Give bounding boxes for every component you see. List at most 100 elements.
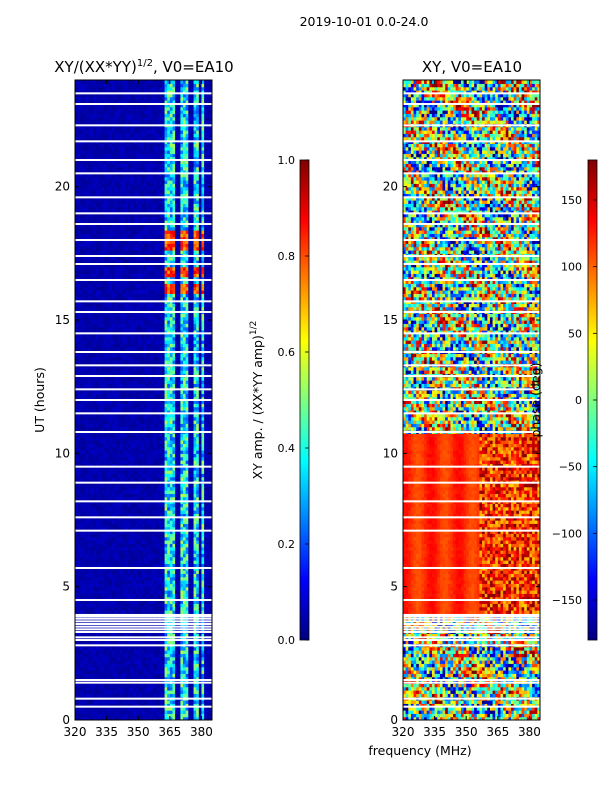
heatmap-cell <box>204 466 208 471</box>
heatmap-cell <box>130 600 134 604</box>
heatmap-cell <box>77 443 81 448</box>
heatmap-cell <box>185 453 189 458</box>
heatmap-cell <box>190 470 195 474</box>
heatmap-cell <box>190 590 195 594</box>
heatmap-cell <box>175 530 179 534</box>
heatmap-cell <box>169 633 174 638</box>
heatmap-cell <box>88 636 92 641</box>
heatmap-cell <box>198 636 203 641</box>
heatmap-cell <box>206 506 210 511</box>
heatmap-cell <box>127 596 131 601</box>
heatmap-cell <box>132 706 137 711</box>
heatmap-cell <box>209 420 212 424</box>
heatmap-cell <box>193 503 197 508</box>
heatmap-cell <box>98 600 102 604</box>
heatmap-cell <box>167 440 171 444</box>
heatmap-cell <box>75 416 79 421</box>
heatmap-cell <box>185 436 189 441</box>
heatmap-cell <box>75 420 79 424</box>
heatmap-cell <box>146 583 150 588</box>
heatmap-cell <box>114 450 118 454</box>
heatmap-cell <box>164 690 168 694</box>
heatmap-cell <box>82 490 87 494</box>
heatmap-cell <box>193 653 197 658</box>
heatmap-cell <box>196 466 200 471</box>
heatmap-cell <box>180 670 184 674</box>
heatmap-cell <box>161 670 166 674</box>
heatmap-cell <box>143 683 147 688</box>
heatmap-cell <box>146 406 150 411</box>
heatmap-cell <box>138 433 142 438</box>
heatmap-cell <box>98 470 102 474</box>
heatmap-cell <box>180 530 184 534</box>
heatmap-cell <box>167 613 171 618</box>
heatmap-cell <box>80 473 84 478</box>
heatmap-cell <box>159 686 163 691</box>
heatmap-cell <box>206 613 210 618</box>
heatmap-cell <box>111 710 116 714</box>
heatmap-cell <box>117 466 121 471</box>
heatmap-cell <box>132 610 137 614</box>
heatmap-cell <box>169 513 174 518</box>
heatmap-cell <box>143 576 147 581</box>
heatmap-cell <box>209 693 212 698</box>
heatmap-cell <box>90 503 95 508</box>
heatmap-cell <box>122 606 126 611</box>
heatmap-cell <box>177 523 181 528</box>
heatmap-cell <box>93 533 97 538</box>
heatmap-cell <box>125 533 129 538</box>
heatmap-cell <box>88 590 92 594</box>
heatmap-cell <box>188 613 192 618</box>
heatmap-cell <box>164 483 168 488</box>
heatmap-cell <box>156 533 160 538</box>
heatmap-cell <box>148 513 153 518</box>
heatmap-cell <box>154 610 158 614</box>
heatmap-cell <box>167 553 171 558</box>
heatmap-cell <box>114 663 118 668</box>
heatmap-cell <box>196 600 200 604</box>
heatmap-cell <box>140 700 145 704</box>
heatmap-cell <box>90 413 95 418</box>
heatmap-cell <box>175 613 179 618</box>
heatmap-cell <box>135 676 139 681</box>
heatmap-cell <box>101 443 105 448</box>
heatmap-cell <box>167 670 171 674</box>
heatmap-cell <box>193 610 197 614</box>
heatmap-cell <box>177 586 181 591</box>
heatmap-cell <box>82 660 87 664</box>
heatmap-cell <box>96 593 100 598</box>
heatmap-cell <box>177 573 181 578</box>
heatmap-cell <box>98 400 102 404</box>
heatmap-cell <box>196 426 200 431</box>
heatmap-cell <box>75 410 79 414</box>
heatmap-cell <box>143 586 147 591</box>
heatmap-cell <box>190 583 195 588</box>
heatmap-cell <box>98 603 102 608</box>
heatmap-cell <box>146 540 150 544</box>
heatmap-cell <box>180 540 184 544</box>
heatmap-cell <box>132 436 137 441</box>
heatmap-cell <box>196 640 200 644</box>
heatmap-cell <box>175 656 179 661</box>
heatmap-cell <box>85 533 89 538</box>
heatmap-cell <box>159 450 163 454</box>
heatmap-cell <box>96 536 100 541</box>
heatmap-cell <box>140 440 145 444</box>
heatmap-cell <box>88 583 92 588</box>
heatmap-cell <box>175 710 179 714</box>
heatmap-cell <box>154 716 158 720</box>
heatmap-cell <box>159 470 163 474</box>
heatmap-cell <box>185 496 189 501</box>
heatmap-cell <box>185 476 189 481</box>
heatmap-cell <box>164 523 168 528</box>
heatmap-cell <box>196 526 200 531</box>
heatmap-cell <box>111 406 116 411</box>
heatmap-cell <box>82 646 87 651</box>
heatmap-cell <box>98 486 102 491</box>
heatmap-cell <box>151 483 155 488</box>
heatmap-cell <box>201 446 205 451</box>
heatmap-cell <box>80 416 84 421</box>
heatmap-cell <box>154 446 158 451</box>
heatmap-cell <box>188 703 192 708</box>
heatmap-cell <box>151 556 155 561</box>
